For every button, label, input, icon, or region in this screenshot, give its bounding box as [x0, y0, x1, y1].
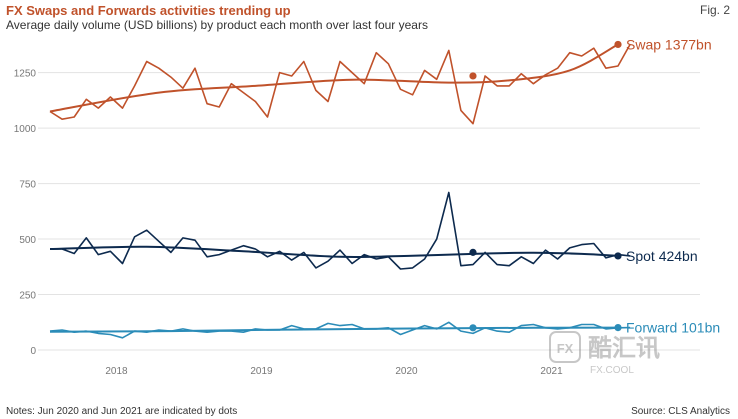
swap-trend-line	[49, 43, 619, 113]
swap-end-label: Swap 1377bn	[626, 36, 712, 52]
figure-label: Fig. 2	[699, 3, 730, 17]
forward-highlight-dot	[614, 323, 622, 332]
y-tick-label: 1250	[14, 69, 37, 80]
y-tick-label: 500	[19, 235, 36, 246]
y-tick-label: 0	[30, 346, 36, 357]
chart-source: Source: CLS Analytics	[631, 406, 730, 417]
chart-subtitle: Average daily volume (USD billions) by p…	[6, 18, 428, 32]
y-tick-label: 1000	[14, 124, 37, 135]
watermark-logo: FX 酷汇讯 FX.COOL	[548, 330, 718, 383]
x-tick-label: 2018	[105, 366, 128, 377]
chart-notes: Notes: Jun 2020 and Jun 2021 are indicat…	[6, 406, 238, 417]
spot-highlight-dot	[469, 248, 477, 256]
y-tick-label: 250	[19, 291, 36, 302]
x-tick-label: 2020	[395, 366, 418, 377]
chart-title: FX Swaps and Forwards activities trendin…	[6, 3, 291, 18]
swap-highlight-dot	[469, 72, 477, 80]
forward-trend-line	[49, 326, 619, 333]
spot-end-label: Spot 424bn	[626, 248, 698, 264]
watermark-badge-text: FX	[557, 341, 574, 356]
x-tick-label: 2019	[250, 366, 273, 377]
forward-highlight-dot	[469, 324, 477, 332]
spot-highlight-dot	[614, 252, 622, 260]
forward-end-label: Forward 101bn	[626, 320, 720, 336]
watermark-text: 酷汇讯	[588, 334, 660, 362]
swap-series-line	[49, 44, 631, 125]
watermark-badge	[549, 331, 581, 363]
watermark-subtext: FX.COOL	[590, 365, 634, 376]
swap-highlight-dot	[614, 40, 622, 49]
x-tick-label: 2021	[540, 366, 563, 377]
spot-series-line	[50, 191, 631, 270]
spot-trend-line	[49, 245, 619, 259]
y-tick-label: 750	[19, 180, 36, 191]
